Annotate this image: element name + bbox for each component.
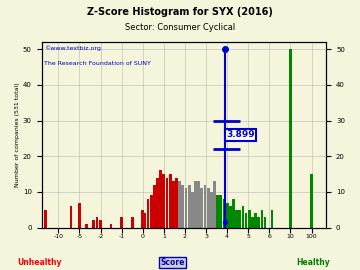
Bar: [92, 220, 95, 228]
Text: 3.899: 3.899: [226, 130, 255, 139]
Bar: [191, 192, 194, 228]
Bar: [210, 192, 213, 228]
Bar: [44, 210, 47, 228]
Bar: [248, 210, 251, 228]
Bar: [85, 224, 88, 228]
Bar: [257, 217, 260, 228]
Bar: [264, 217, 266, 228]
Bar: [166, 178, 168, 228]
Bar: [232, 199, 235, 228]
Bar: [185, 188, 187, 228]
Text: Sector: Consumer Cyclical: Sector: Consumer Cyclical: [125, 23, 235, 32]
Bar: [289, 120, 292, 228]
Bar: [251, 217, 254, 228]
Text: ©www.textbiz.org: ©www.textbiz.org: [44, 46, 101, 51]
Bar: [254, 213, 257, 228]
Bar: [235, 210, 238, 228]
Bar: [175, 178, 178, 228]
Bar: [310, 174, 313, 228]
Bar: [261, 210, 263, 228]
Bar: [159, 170, 162, 228]
Bar: [99, 220, 102, 228]
Bar: [213, 181, 216, 228]
Text: Score: Score: [161, 258, 185, 267]
Bar: [78, 202, 81, 228]
Bar: [172, 181, 175, 228]
Bar: [201, 188, 203, 228]
Bar: [245, 213, 247, 228]
Bar: [226, 202, 229, 228]
Bar: [242, 206, 244, 228]
Bar: [147, 199, 149, 228]
Bar: [229, 206, 232, 228]
Bar: [156, 178, 159, 228]
Bar: [197, 181, 200, 228]
Bar: [271, 210, 273, 228]
Y-axis label: Number of companies (531 total): Number of companies (531 total): [15, 82, 20, 187]
Text: The Research Foundation of SUNY: The Research Foundation of SUNY: [44, 60, 151, 66]
Bar: [120, 217, 123, 228]
Bar: [70, 206, 72, 228]
Bar: [131, 217, 134, 228]
Bar: [169, 174, 172, 228]
Bar: [162, 174, 165, 228]
Bar: [96, 217, 98, 228]
Bar: [207, 188, 210, 228]
Bar: [178, 181, 181, 228]
Bar: [220, 195, 222, 228]
Bar: [110, 224, 112, 228]
Bar: [181, 185, 184, 228]
Bar: [150, 195, 153, 228]
Bar: [289, 49, 292, 228]
Bar: [204, 185, 206, 228]
Bar: [188, 185, 190, 228]
Text: Unhealthy: Unhealthy: [17, 258, 62, 267]
Bar: [141, 210, 144, 228]
Bar: [238, 210, 241, 228]
Text: Z-Score Histogram for SYX (2016): Z-Score Histogram for SYX (2016): [87, 7, 273, 17]
Text: Healthy: Healthy: [296, 258, 330, 267]
Bar: [144, 213, 146, 228]
Bar: [216, 195, 219, 228]
Bar: [222, 199, 225, 228]
Bar: [153, 185, 156, 228]
Bar: [194, 181, 197, 228]
